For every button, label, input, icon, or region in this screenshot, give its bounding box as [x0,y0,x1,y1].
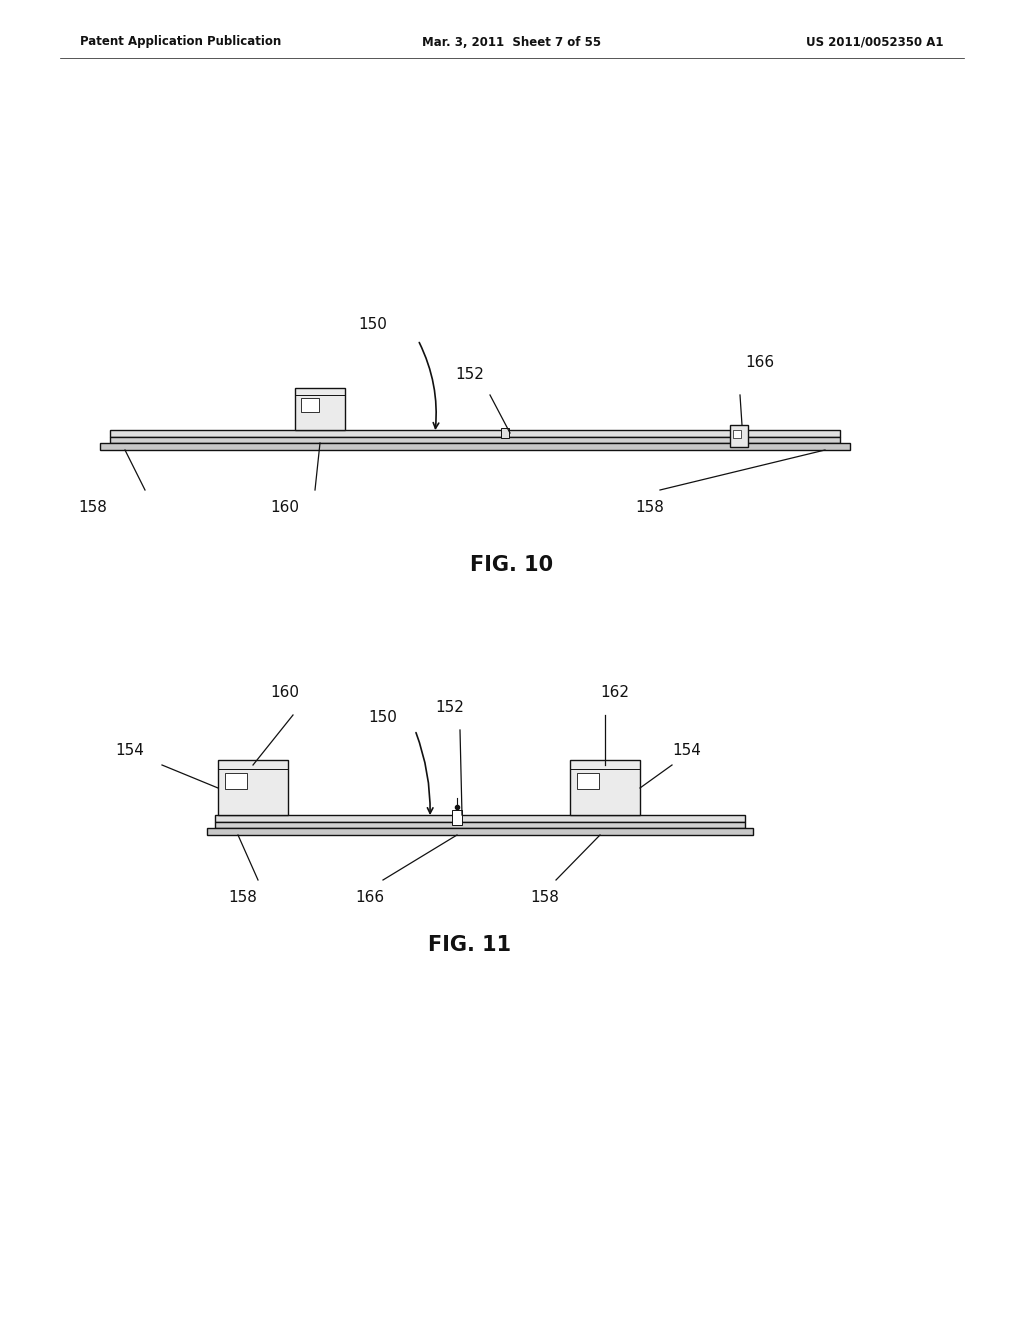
Text: 160: 160 [270,500,299,515]
Text: Mar. 3, 2011  Sheet 7 of 55: Mar. 3, 2011 Sheet 7 of 55 [423,36,601,49]
Text: 166: 166 [355,890,384,906]
Bar [110,437,840,444]
Bar [215,822,745,828]
Bar [295,388,345,430]
Text: 162: 162 [600,685,629,700]
Text: US 2011/0052350 A1: US 2011/0052350 A1 [807,36,944,49]
Text: 158: 158 [78,500,106,515]
Text: FIG. 11: FIG. 11 [428,935,512,954]
Bar [225,774,247,789]
Bar [100,444,850,450]
Text: 158: 158 [530,890,559,906]
Bar [501,428,509,438]
Bar [207,828,753,836]
Bar [301,399,319,412]
Bar [218,760,288,814]
Text: FIG. 10: FIG. 10 [470,554,554,576]
Bar [733,430,741,438]
Text: 154: 154 [115,743,144,758]
Text: 158: 158 [635,500,664,515]
Text: 152: 152 [455,367,484,381]
Bar [730,425,748,447]
Bar [452,810,462,825]
Text: 154: 154 [672,743,700,758]
Text: 160: 160 [270,685,299,700]
Bar [570,760,640,814]
Text: 158: 158 [228,890,257,906]
Text: 150: 150 [368,710,397,725]
Text: 166: 166 [745,355,774,370]
Bar [577,774,599,789]
Text: 152: 152 [435,700,464,715]
Text: 150: 150 [358,317,387,333]
Bar [215,814,745,822]
Text: Patent Application Publication: Patent Application Publication [80,36,282,49]
Bar [110,430,840,437]
